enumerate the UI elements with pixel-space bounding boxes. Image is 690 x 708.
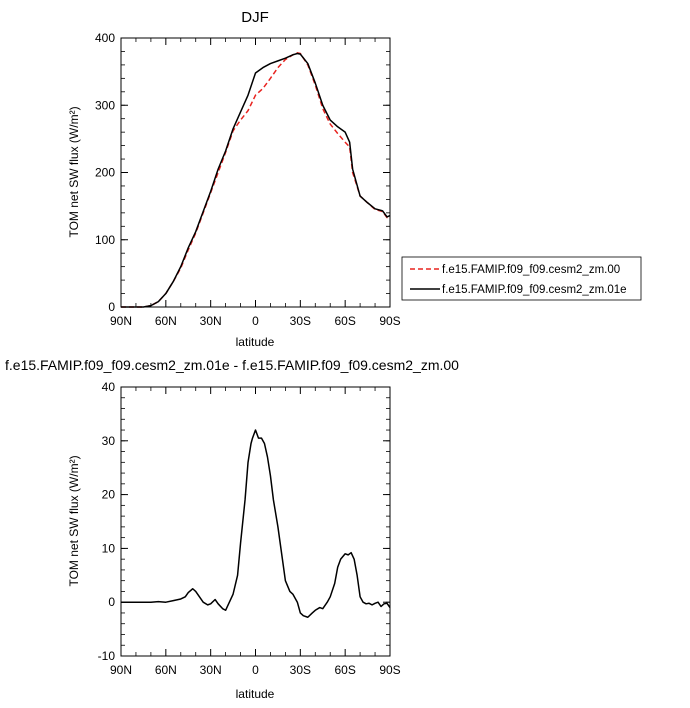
bottom-series-line-0 [121, 429, 391, 619]
bottom-x-tick-label: 60N [155, 663, 177, 677]
bottom-y-tick-label: 20 [102, 488, 116, 502]
bottom-x-axis-label: latitude [236, 687, 275, 701]
top-x-tick-label: 30N [200, 314, 222, 328]
bottom-y-tick-label: 30 [102, 434, 116, 448]
bottom-plot-ticks: 90N 60N 30N 0 30S 60S 90S -10 0 10 20 30 40 [98, 380, 401, 677]
bottom-plot-frame [120, 386, 391, 657]
top-y-axis-label: TOM net SW flux (W/m²) [67, 106, 81, 237]
top-series-line-1 [121, 52, 391, 308]
bottom-x-tick-label: 30N [200, 663, 222, 677]
top-x-axis-label: latitude [236, 335, 275, 349]
top-x-tick-label: 0 [252, 314, 259, 328]
top-x-tick-label: 30S [290, 314, 311, 328]
top-y-tick-label: 0 [108, 300, 115, 314]
top-chart-title: DJF [241, 9, 269, 26]
bottom-y-axis-label: TOM net SW flux (W/m²) [67, 455, 81, 586]
top-x-tick-label: 90S [379, 314, 400, 328]
bottom-x-tick-label: 90S [379, 663, 400, 677]
legend: f.e15.FAMIP.f09_f09.cesm2_zm.00 f.e15.FA… [401, 256, 642, 301]
bottom-y-tick-label: 0 [108, 595, 115, 609]
top-series-line-0 [121, 52, 391, 308]
bottom-x-tick-label: 0 [252, 663, 259, 677]
top-plot-frame [120, 37, 391, 308]
bottom-chart-title: f.e15.FAMIP.f09_f09.cesm2_zm.01e - f.e15… [5, 357, 459, 373]
bottom-x-tick-label: 60S [334, 663, 355, 677]
bottom-y-tick-label: 40 [102, 380, 116, 394]
bottom-x-tick-label: 90N [110, 663, 132, 677]
top-y-tick-label: 300 [95, 98, 115, 112]
top-y-tick-label: 200 [95, 166, 115, 180]
legend-label-series-01e: f.e15.FAMIP.f09_f09.cesm2_zm.01e [442, 284, 627, 296]
bottom-y-tick-label: -10 [98, 649, 116, 663]
top-x-tick-label: 60N [155, 314, 177, 328]
top-plot-series [121, 52, 391, 308]
top-panel: DJF 90N 60N 30N 0 30S 60S 90S 0 100 200 300 400 TOM… [67, 9, 401, 349]
top-x-tick-label: 60S [334, 314, 355, 328]
top-y-tick-label: 100 [95, 233, 115, 247]
top-plot-ticks: 90N 60N 30N 0 30S 60S 90S 0 100 200 300 400 [95, 31, 401, 328]
legend-label-series-00: f.e15.FAMIP.f09_f09.cesm2_zm.00 [442, 264, 620, 276]
top-x-tick-label: 90N [110, 314, 132, 328]
top-y-tick-label: 400 [95, 31, 115, 45]
bottom-y-tick-label: 10 [102, 541, 116, 555]
bottom-plot-series [121, 429, 391, 619]
bottom-panel: f.e15.FAMIP.f09_f09.cesm2_zm.01e - f.e15… [5, 357, 459, 701]
legend-box [401, 256, 642, 301]
bottom-x-tick-label: 30S [290, 663, 311, 677]
